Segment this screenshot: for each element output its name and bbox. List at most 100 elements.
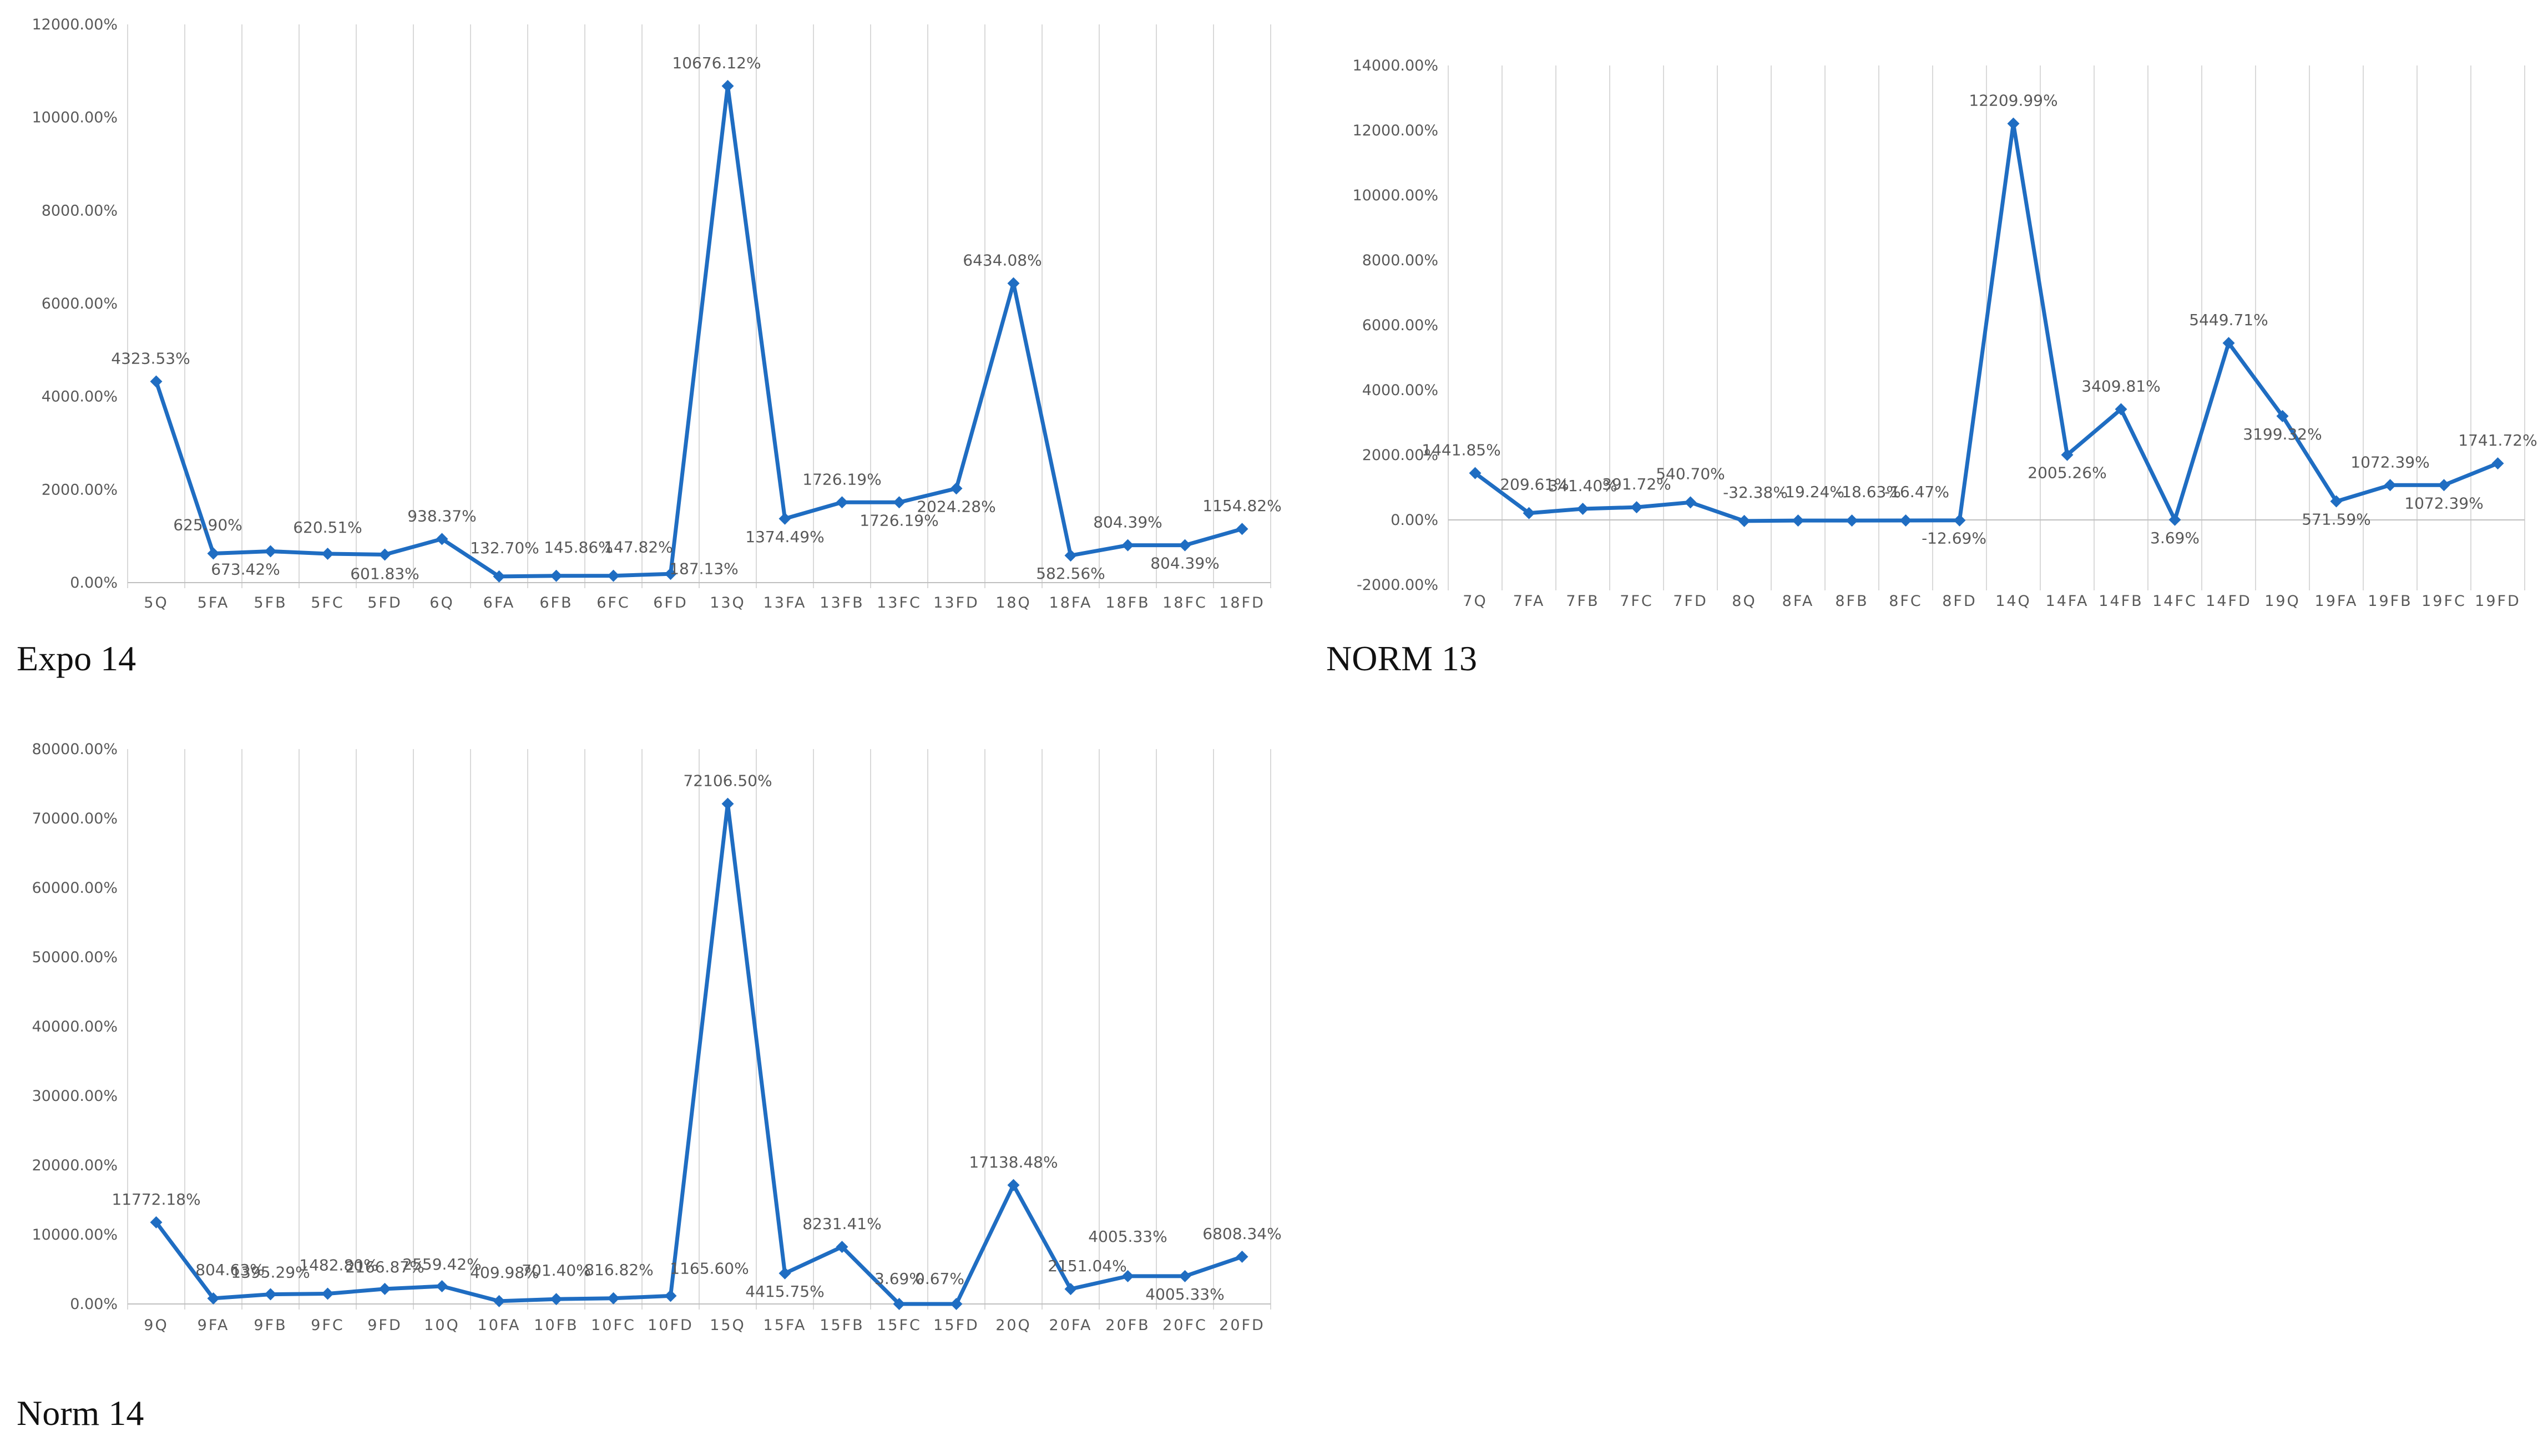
- data-label: 625.90%: [173, 516, 242, 534]
- data-point: [1236, 1250, 1248, 1263]
- data-point: [2007, 117, 2020, 130]
- x-tick-label: 7FC: [1620, 593, 1654, 610]
- data-point: [321, 1287, 334, 1300]
- data-point: [950, 1297, 963, 1310]
- data-point: [2061, 448, 2074, 461]
- chart-caption-norm-14: Norm 14: [17, 1393, 144, 1433]
- data-label: 12209.99%: [1969, 92, 2057, 110]
- x-tick-label: 6FB: [539, 594, 573, 611]
- x-tick-label: 20FD: [1219, 1317, 1265, 1334]
- x-tick-label: 7Q: [1463, 593, 1487, 610]
- x-tick-label: 5FC: [311, 594, 345, 611]
- y-tick-label: 2000.00%: [42, 481, 118, 498]
- data-label: 147.82%: [604, 538, 673, 557]
- x-tick-label: 14FC: [2152, 593, 2197, 610]
- y-tick-label: 4000.00%: [1362, 382, 1438, 399]
- chart-expo-14: 0.00% 2000.00% 4000.00% 6000.00% 8000.00% 100…: [0, 0, 1293, 638]
- x-tick-label: 20FB: [1105, 1317, 1150, 1334]
- data-point: [2491, 457, 2504, 470]
- data-label: 582.56%: [1036, 564, 1105, 583]
- data-point: [1179, 1270, 1191, 1282]
- data-label: 673.42%: [211, 560, 280, 579]
- data-point: [664, 568, 677, 580]
- data-point: [1684, 496, 1697, 509]
- x-tick-label: 9FC: [311, 1317, 345, 1334]
- y-tick-label: 10000.00%: [32, 1226, 118, 1243]
- data-point: [1576, 503, 1589, 515]
- data-point: [1792, 514, 1804, 527]
- x-tick-label: 13FA: [764, 594, 807, 611]
- data-label: 341.40%: [1548, 477, 1617, 495]
- x-tick-label: 15Q: [710, 1317, 746, 1334]
- data-point: [2276, 410, 2289, 422]
- y-tick-label: 8000.00%: [42, 202, 118, 219]
- data-point: [150, 1216, 163, 1228]
- y-tick-labels: -2000.00% 0.00% 2000.00% 4000.00% 6000.00% 80…: [1353, 57, 1439, 594]
- data-label: 10676.12%: [672, 54, 761, 72]
- x-tick-label: 6FC: [596, 594, 630, 611]
- series-line: [154, 802, 1243, 1306]
- data-point: [836, 496, 848, 509]
- data-label: 1726.19%: [860, 511, 938, 529]
- data-label: 4005.33%: [1145, 1285, 1224, 1303]
- data-markers: [150, 797, 1248, 1310]
- x-tick-label: 10FA: [478, 1317, 521, 1334]
- data-point: [607, 569, 620, 582]
- data-label: 540.70%: [1656, 464, 1725, 483]
- data-point: [1469, 467, 1482, 479]
- data-label: -12.69%: [1922, 529, 1986, 548]
- data-label: 5449.71%: [2189, 311, 2268, 329]
- data-point: [893, 496, 906, 509]
- data-point: [550, 569, 563, 582]
- data-label: 132.70%: [470, 539, 539, 557]
- chart-norm-13: -2000.00% 0.00% 2000.00% 4000.00% 6000.00% 80…: [1315, 0, 2548, 638]
- data-point: [778, 512, 791, 525]
- data-label: 1154.82%: [1202, 497, 1281, 515]
- data-point: [1064, 549, 1077, 562]
- data-label: -32.38%: [1723, 483, 1788, 502]
- data-label: 701.40%: [522, 1261, 591, 1280]
- data-label: 4005.33%: [1088, 1227, 1167, 1246]
- x-tick-label: 9FB: [254, 1317, 287, 1334]
- x-tick-label: 15FA: [764, 1317, 807, 1334]
- data-label: 4415.75%: [745, 1282, 824, 1301]
- data-point: [321, 547, 334, 560]
- y-tick-label: 12000.00%: [32, 16, 118, 33]
- data-label: 804.39%: [1093, 513, 1162, 532]
- x-tick-label: 20FC: [1162, 1317, 1207, 1334]
- y-tick-label: 8000.00%: [1362, 252, 1438, 269]
- data-point: [1523, 507, 1535, 519]
- data-label: 1072.39%: [2350, 453, 2429, 471]
- y-tick-label: 20000.00%: [32, 1157, 118, 1174]
- y-tick-label: 0.00%: [1391, 512, 1438, 529]
- data-label: 6434.08%: [963, 251, 1042, 270]
- data-label: 1165.60%: [670, 1259, 749, 1277]
- x-tick-label: 15FB: [820, 1317, 864, 1334]
- data-point: [2438, 479, 2450, 492]
- line-chart-expo-14: 0.00% 2000.00% 4000.00% 6000.00% 8000.00% 100…: [32, 16, 1282, 611]
- data-label: 3199.32%: [2243, 425, 2322, 443]
- data-label: 2024.28%: [917, 497, 995, 515]
- x-tick-label: 8FD: [1942, 593, 1977, 610]
- data-point: [207, 547, 220, 560]
- x-tick-labels: 5Q 5FA 5FB 5FC 5FD 6Q 6FA 6FB 6FC 6FD 13Q 13FA 13FB 1…: [144, 594, 1263, 611]
- data-labels: 1441.85%209.61%341.40%391.72%540.70%-32.…: [1422, 92, 2537, 548]
- x-tick-label: 14FB: [2099, 593, 2143, 610]
- x-tick-label: 19Q: [2264, 593, 2301, 610]
- x-tick-label: 14Q: [1995, 593, 2031, 610]
- data-label: 571.59%: [2302, 510, 2371, 529]
- x-tick-label: 18Q: [995, 594, 1032, 611]
- data-label: 1441.85%: [1422, 441, 1500, 459]
- y-tick-label: 30000.00%: [32, 1088, 118, 1105]
- data-point: [2115, 403, 2127, 416]
- data-point: [2330, 495, 2343, 508]
- x-tick-label: 18FB: [1105, 594, 1150, 611]
- data-label: 3409.81%: [2081, 377, 2160, 396]
- data-label: 209.61%: [1500, 476, 1569, 494]
- data-label: 1726.19%: [802, 470, 881, 488]
- data-point: [1007, 1179, 1020, 1191]
- data-label: 1741.72%: [2458, 431, 2537, 449]
- data-label: 2151.04%: [1048, 1257, 1126, 1275]
- data-point: [1179, 539, 1191, 552]
- data-label: 8231.41%: [802, 1215, 881, 1233]
